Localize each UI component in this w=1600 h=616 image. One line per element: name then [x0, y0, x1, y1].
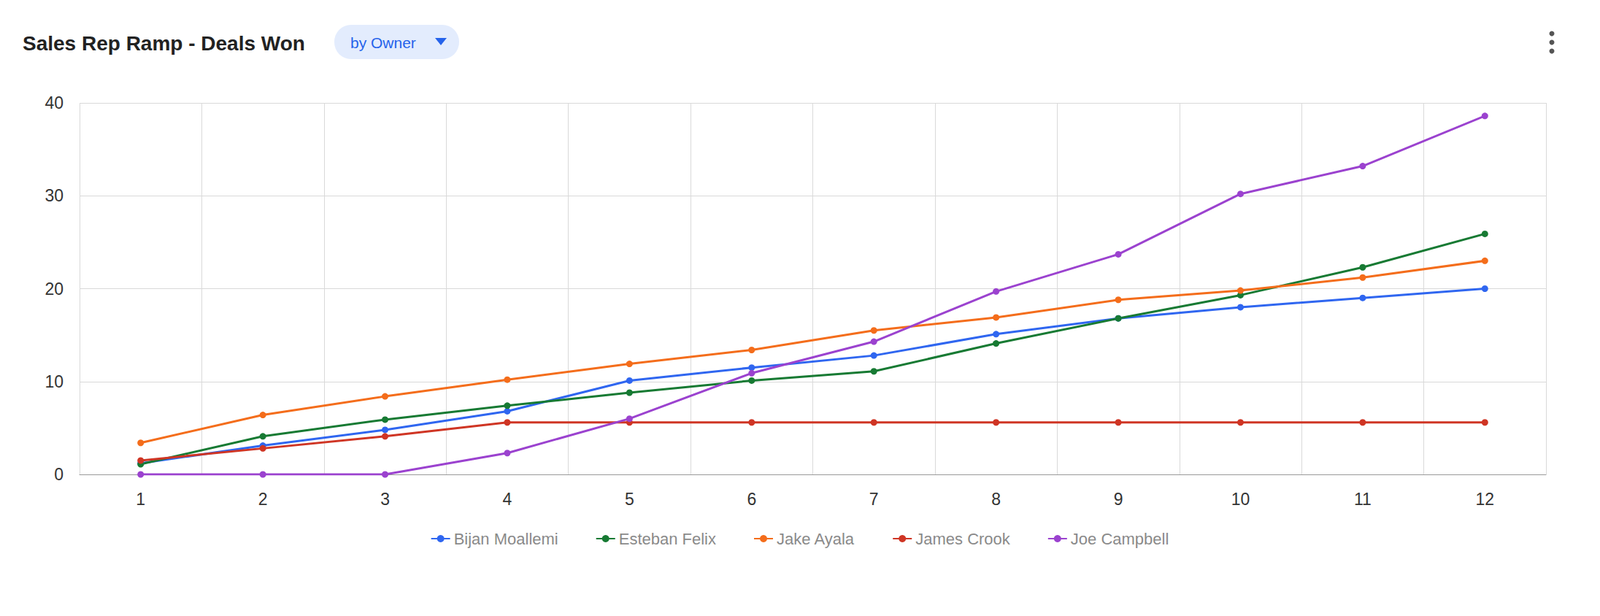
svg-text:40: 40: [44, 93, 64, 113]
svg-text:3: 3: [380, 489, 390, 509]
svg-text:James Crook: James Crook: [915, 529, 1011, 549]
svg-text:4: 4: [502, 489, 513, 509]
svg-text:Esteban Felix: Esteban Felix: [618, 529, 717, 549]
svg-text:10: 10: [44, 372, 64, 392]
svg-text:2: 2: [258, 489, 268, 509]
svg-text:by Owner: by Owner: [350, 34, 417, 52]
svg-text:12: 12: [1475, 489, 1495, 509]
svg-text:10: 10: [1231, 489, 1251, 509]
svg-text:7: 7: [869, 489, 879, 509]
svg-text:Joe Campbell: Joe Campbell: [1070, 529, 1170, 549]
svg-text:11: 11: [1354, 489, 1372, 509]
svg-text:5: 5: [624, 489, 635, 509]
svg-text:Jake Ayala: Jake Ayala: [776, 529, 855, 549]
svg-text:6: 6: [746, 489, 757, 509]
svg-text:30: 30: [44, 186, 64, 206]
svg-text:Sales Rep Ramp - Deals Won: Sales Rep Ramp - Deals Won: [22, 32, 306, 55]
svg-text:8: 8: [991, 489, 1001, 509]
svg-text:20: 20: [44, 279, 64, 299]
svg-text:9: 9: [1113, 489, 1124, 509]
svg-text:1: 1: [135, 489, 146, 509]
svg-text:Bijan Moallemi: Bijan Moallemi: [454, 529, 559, 549]
svg-text:0: 0: [54, 464, 64, 484]
